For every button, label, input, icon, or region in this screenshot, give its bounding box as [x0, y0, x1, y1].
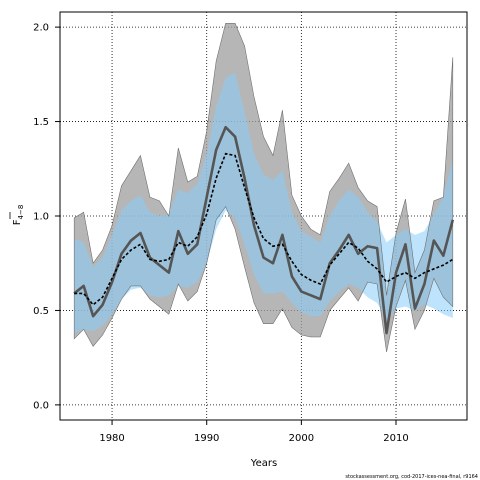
x-tick-label: 2000 [289, 433, 314, 444]
credit-text: stockassessment.org, cod-2017-ices-nea-f… [345, 474, 478, 480]
x-tick-label: 1990 [194, 433, 219, 444]
y-tick-label: 1.5 [33, 117, 49, 128]
y-tick-label: 0.0 [33, 400, 49, 411]
y-axis-label: F4−8 [12, 205, 25, 226]
x-axis-label: Years [250, 458, 277, 469]
y-tick-label: 2.0 [33, 23, 49, 34]
series-b-line [74, 152, 454, 306]
y-axis-label-subscript: 4−8 [17, 205, 25, 220]
axis-layer: 1980 1990 2000 2010 0.0 0.5 1.0 1.5 2.0 [33, 23, 409, 444]
y-tick-label: 1.0 [33, 212, 49, 223]
line-layer [73, 125, 455, 335]
series-a-line [73, 125, 455, 335]
y-tick-label: 0.5 [33, 306, 49, 317]
y-axis-label-main: F [12, 219, 23, 225]
x-tick-label: 2010 [383, 433, 408, 444]
x-tick-label: 1980 [99, 433, 124, 444]
band-a-outline [73, 23, 454, 353]
